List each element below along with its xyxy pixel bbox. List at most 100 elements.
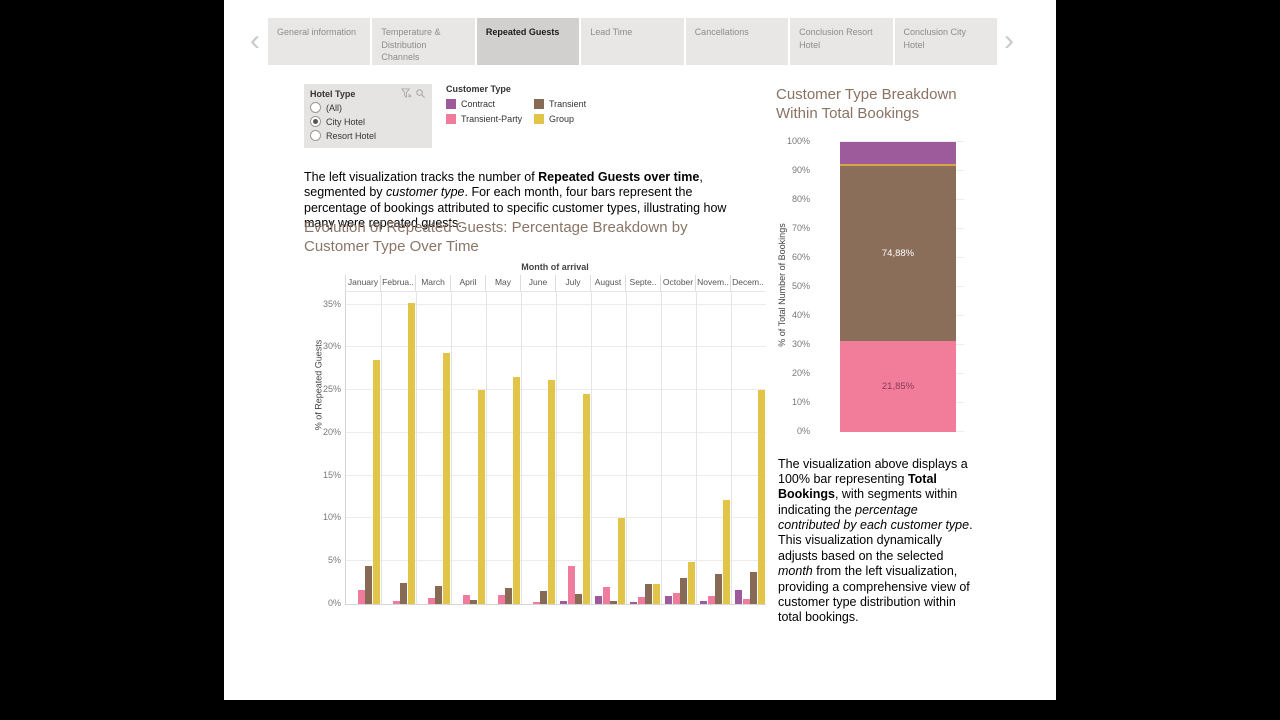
filter-option-label: (All) xyxy=(326,102,342,113)
tab-repeated-guests[interactable]: Repeated Guests xyxy=(476,18,580,65)
right-paragraph: The visualization above displays a 100% … xyxy=(778,456,973,625)
repeated-guests-bar-chart xyxy=(345,291,766,605)
column-separator xyxy=(591,291,592,604)
y-tick-label: 80% xyxy=(791,194,810,204)
bar-transient-january[interactable] xyxy=(365,565,372,604)
filter-option-city-hotel[interactable]: City Hotel xyxy=(310,116,426,127)
bar-transient-party-september[interactable] xyxy=(637,597,645,604)
month-label: January xyxy=(345,275,380,291)
bar-transient-may[interactable] xyxy=(505,587,512,604)
column-separator xyxy=(556,291,557,604)
y-tick-label: 60% xyxy=(791,252,810,262)
legend-item-contract[interactable]: Contract xyxy=(446,99,534,109)
tab-conclusion-city-hotel[interactable]: Conclusion City Hotel xyxy=(894,18,997,65)
bar-transient-party-april[interactable] xyxy=(462,594,470,604)
month-label: Novem.. xyxy=(695,275,730,291)
right-chart-title: Customer Type Breakdown Within Total Boo… xyxy=(776,86,957,123)
month-header-row: January Februa.. March April May June July Augu… xyxy=(345,275,765,292)
filter-option--all-[interactable]: (All) xyxy=(310,102,426,113)
bar-contract-july[interactable] xyxy=(560,601,567,604)
tab-lead-time[interactable]: Lead Time xyxy=(581,18,684,65)
column-separator xyxy=(731,291,732,604)
column-separator xyxy=(696,291,697,604)
y-tick-label: 25% xyxy=(322,384,341,395)
tab-general-information[interactable]: General information xyxy=(268,18,371,65)
filter-search-icon[interactable] xyxy=(415,88,426,99)
y-tick-label: 20% xyxy=(322,426,341,437)
legend-item-group[interactable]: Group xyxy=(534,114,604,124)
column-separator xyxy=(381,291,382,604)
month-label: October xyxy=(660,275,695,291)
bar-group-august[interactable] xyxy=(617,518,625,604)
month-label: April xyxy=(450,275,485,291)
filter-funnel-icon[interactable] xyxy=(401,88,412,99)
bar-contract-november[interactable] xyxy=(700,600,707,604)
month-label: July xyxy=(555,275,590,291)
bar-contract-december[interactable] xyxy=(735,590,742,604)
bar-transient-march[interactable] xyxy=(435,586,442,604)
y-tick-label: 20% xyxy=(791,368,810,378)
segment-transient[interactable]: 74,88% xyxy=(840,165,956,341)
bar-transient-party-june[interactable] xyxy=(532,602,540,604)
bar-transient-party-may[interactable] xyxy=(497,595,505,604)
tabs-next-arrow-icon[interactable]: › xyxy=(1004,24,1014,57)
y-tick-label: 90% xyxy=(791,165,810,175)
segment-transient-party[interactable]: 21,85% xyxy=(840,340,956,432)
bar-transient-february[interactable] xyxy=(400,582,407,604)
bar-group-july[interactable] xyxy=(582,394,590,604)
bar-contract-september[interactable] xyxy=(630,602,637,604)
legend-swatch-icon xyxy=(534,114,544,124)
tabs-prev-arrow-icon[interactable]: ‹ xyxy=(250,24,260,57)
bar-transient-party-january[interactable] xyxy=(357,590,365,604)
bar-group-march[interactable] xyxy=(442,352,450,604)
bar-group-may[interactable] xyxy=(512,376,520,604)
segment-group[interactable] xyxy=(840,164,956,166)
segment-contract[interactable] xyxy=(840,142,956,165)
tab-bar: General information Temperature & Distrib… xyxy=(268,18,997,65)
bar-group-october[interactable] xyxy=(687,562,695,604)
filter-options: (All) City Hotel Resort Hotel xyxy=(310,102,426,141)
filter-option-label: City Hotel xyxy=(326,116,366,127)
y-tick-label: 5% xyxy=(327,555,341,566)
legend-item-label: Transient-Party xyxy=(461,114,523,124)
bar-transient-party-october[interactable] xyxy=(672,592,680,604)
bar-group-november[interactable] xyxy=(722,499,730,604)
bar-group-september[interactable] xyxy=(652,584,660,604)
bar-group-april[interactable] xyxy=(477,390,485,604)
bar-group-december[interactable] xyxy=(757,390,765,604)
legend-item-transient[interactable]: Transient xyxy=(534,99,604,109)
tab-conclusion-resort-hotel[interactable]: Conclusion Resort Hotel xyxy=(790,18,893,65)
month-label: May xyxy=(485,275,520,291)
legend-swatch-icon xyxy=(446,114,456,124)
bar-contract-august[interactable] xyxy=(595,596,602,604)
legend-item-transient-party[interactable]: Transient-Party xyxy=(446,114,534,124)
filter-option-label: Resort Hotel xyxy=(326,130,377,141)
bar-transient-party-march[interactable] xyxy=(427,598,435,604)
bar-transient-april[interactable] xyxy=(470,599,477,604)
bar-group-january[interactable] xyxy=(372,360,380,604)
month-label: Decem.. xyxy=(730,275,765,291)
bar-transient-june[interactable] xyxy=(540,591,547,604)
bar-group-february[interactable] xyxy=(407,302,415,604)
bar-group-june[interactable] xyxy=(547,379,555,604)
bar-transient-august[interactable] xyxy=(610,600,617,604)
bar-transient-party-november[interactable] xyxy=(707,596,715,604)
bar-transient-party-august[interactable] xyxy=(602,586,610,604)
tab-temperature-distribution-channels[interactable]: Temperature & Distribution Channels xyxy=(372,18,475,65)
bar-transient-december[interactable] xyxy=(750,572,757,604)
bar-transient-october[interactable] xyxy=(680,578,687,604)
bar-transient-party-december[interactable] xyxy=(742,598,750,604)
y-tick-label: 15% xyxy=(322,469,341,480)
column-separator xyxy=(661,291,662,604)
bar-contract-october[interactable] xyxy=(665,596,672,604)
bar-transient-party-february[interactable] xyxy=(392,601,400,604)
bar-transient-november[interactable] xyxy=(715,574,722,604)
bar-transient-july[interactable] xyxy=(575,593,582,604)
y-tick-label: 40% xyxy=(791,310,810,320)
filter-option-resort-hotel[interactable]: Resort Hotel xyxy=(310,130,426,141)
bar-transient-september[interactable] xyxy=(645,584,652,604)
gridline xyxy=(840,141,964,142)
bar-transient-party-july[interactable] xyxy=(567,566,575,604)
tab-cancellations[interactable]: Cancellations xyxy=(685,18,789,65)
y-tick-label: 30% xyxy=(322,341,341,352)
